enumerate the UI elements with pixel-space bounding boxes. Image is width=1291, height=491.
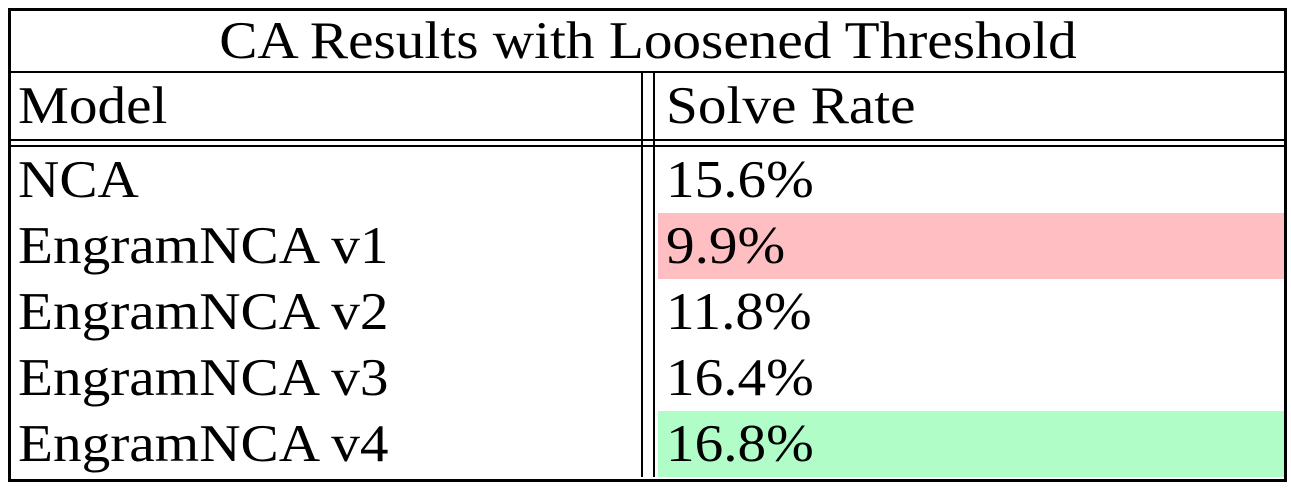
model-label: EngramNCA v4: [18, 414, 389, 473]
solve-rate-value: 16.4%: [666, 348, 814, 407]
model-label: EngramNCA v1: [18, 216, 389, 275]
solve-rate-highlight: 15.6%: [658, 147, 1284, 213]
solve-rate-cell: 11.8%: [655, 279, 1284, 345]
column-header-solve-rate-inner: Solve Rate: [658, 73, 1284, 139]
solve-rate-value: 9.9%: [666, 216, 786, 275]
solve-rate-value: 11.8%: [666, 282, 812, 341]
table-title: CA Results with Loosened Threshold: [218, 11, 1077, 70]
model-cell: EngramNCA v4: [11, 411, 641, 477]
solve-rate-cell: 15.6%: [655, 147, 1284, 213]
column-header-model-label: Model: [18, 76, 168, 135]
header-separator-gutter: [641, 139, 655, 147]
model-label: NCA: [18, 150, 139, 209]
model-cell: EngramNCA v3: [11, 345, 641, 411]
table-grid: Model Solve Rate NCA 15.6%: [11, 73, 1284, 477]
column-divider: [641, 345, 655, 411]
column-divider: [641, 411, 655, 477]
model-cell: NCA: [11, 147, 641, 213]
column-divider: [641, 213, 655, 279]
results-table: CA Results with Loosened Threshold Model…: [8, 8, 1287, 482]
table-title-row: CA Results with Loosened Threshold: [11, 11, 1284, 73]
solve-rate-cell: 16.4%: [655, 345, 1284, 411]
column-divider: [641, 73, 655, 139]
solve-rate-cell: 16.8%: [655, 411, 1284, 477]
model-label: EngramNCA v3: [18, 348, 389, 407]
column-divider: [641, 279, 655, 345]
solve-rate-highlight: 16.8%: [658, 411, 1284, 477]
solve-rate-value: 15.6%: [666, 150, 814, 209]
solve-rate-highlight: 16.4%: [658, 345, 1284, 411]
column-divider: [641, 147, 655, 213]
solve-rate-highlight: 9.9%: [658, 213, 1284, 279]
model-label: EngramNCA v2: [18, 282, 389, 341]
header-separator-right: [655, 139, 1284, 147]
model-cell: EngramNCA v1: [11, 213, 641, 279]
header-separator-left: [11, 139, 641, 147]
column-header-model: Model: [11, 73, 641, 139]
column-header-solve-rate: Solve Rate: [655, 73, 1284, 139]
model-cell: EngramNCA v2: [11, 279, 641, 345]
column-header-solve-rate-label: Solve Rate: [666, 76, 916, 135]
solve-rate-cell: 9.9%: [655, 213, 1284, 279]
solve-rate-highlight: 11.8%: [658, 279, 1284, 345]
solve-rate-value: 16.8%: [666, 414, 814, 473]
